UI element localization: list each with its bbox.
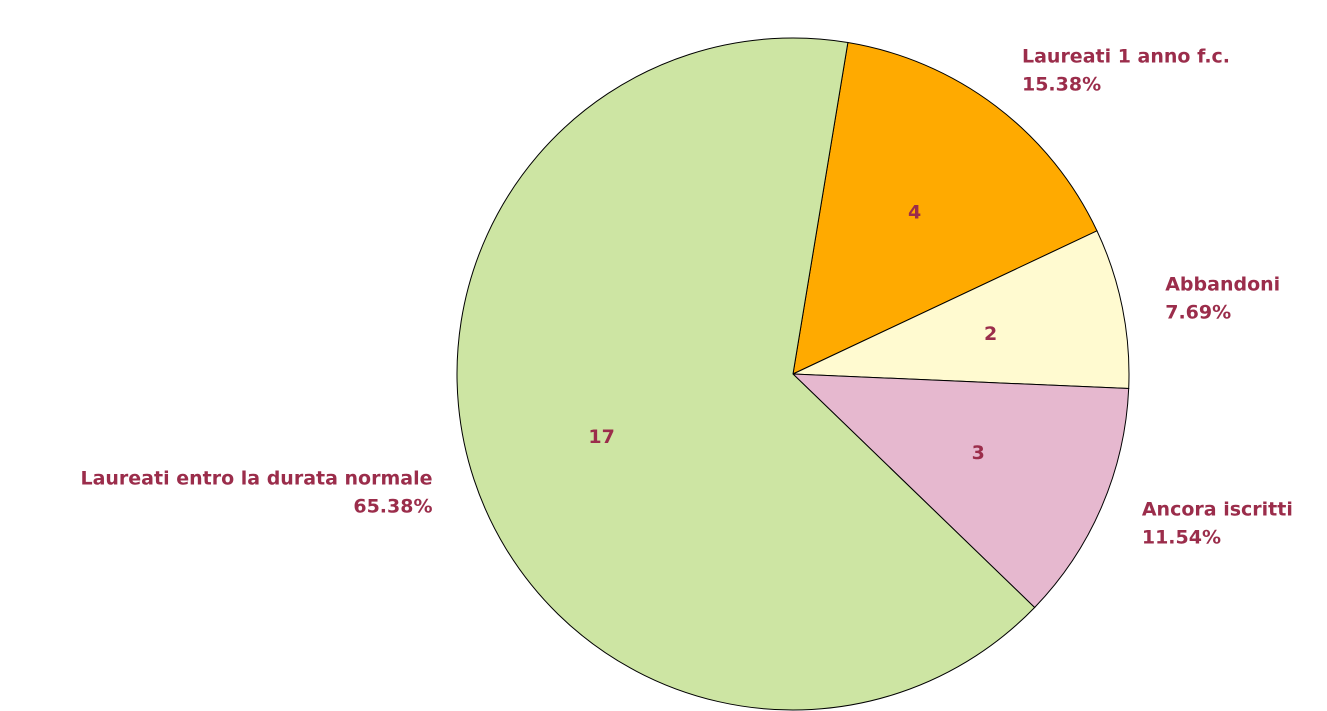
percent-label: 15.38%	[1022, 74, 1101, 96]
pie-slice	[791, 373, 1130, 609]
value-label: 4	[908, 202, 921, 224]
value-label: 3	[972, 442, 985, 464]
category-label: Laureati entro la durata normale	[80, 468, 432, 490]
pie-slice	[792, 230, 1130, 390]
category-label: Laureati 1 anno f.c.	[1022, 46, 1230, 68]
pie-slice	[792, 41, 1098, 375]
category-label: Ancora iscritti	[1142, 498, 1293, 520]
percent-label: 7.69%	[1165, 302, 1231, 324]
pie-slice	[456, 37, 1036, 711]
value-label: 17	[588, 426, 614, 448]
percent-label: 65.38%	[353, 496, 432, 518]
value-label: 2	[984, 323, 997, 345]
category-label: Abbandoni	[1165, 274, 1280, 296]
percent-label: 11.54%	[1142, 526, 1221, 548]
